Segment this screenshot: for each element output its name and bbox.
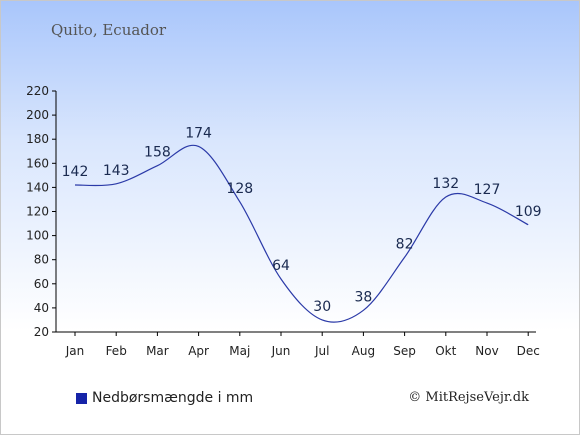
x-tick-label: Dec <box>517 344 540 358</box>
x-tick-label: Sep <box>393 344 416 358</box>
y-tick-label: 220 <box>26 84 49 98</box>
data-label: 109 <box>515 204 542 220</box>
data-labels: 142 143 158 174 128 64 30 38 82 132 127 109 <box>62 125 542 315</box>
y-tick-label: 60 <box>34 277 49 291</box>
x-tick-label: Jan <box>65 344 85 358</box>
x-tick-label: Nov <box>475 344 498 358</box>
legend: Nedbørsmængde i mm <box>76 390 253 406</box>
x-tick-label: Apr <box>188 344 209 358</box>
y-tick-label: 200 <box>26 108 49 122</box>
x-tick-label: Jun <box>271 344 291 358</box>
y-tick-label: 80 <box>34 253 49 267</box>
x-axis-ticks: Jan Feb Mar Apr Maj Jun Jul Aug Sep Okt Nov Dec <box>65 332 540 358</box>
legend-swatch <box>76 392 87 404</box>
data-label: 158 <box>144 145 171 161</box>
series <box>74 144 529 323</box>
legend-label: Nedbørsmængde i mm <box>92 390 254 406</box>
x-tick-label: Maj <box>229 344 250 358</box>
y-tick-label: 140 <box>26 180 49 194</box>
y-tick-label: 100 <box>26 229 49 243</box>
x-tick-label: Mar <box>146 344 169 358</box>
data-label: 128 <box>226 181 253 197</box>
y-tick-label: 160 <box>26 156 49 170</box>
copyright-text: © MitRejseVejr.dk <box>408 390 529 405</box>
data-label: 64 <box>272 258 290 274</box>
y-tick-label: 40 <box>34 301 49 315</box>
data-label: 30 <box>313 299 331 315</box>
chart-title: Quito, Ecuador <box>51 21 167 39</box>
data-label: 82 <box>396 236 414 252</box>
series-line <box>74 144 529 323</box>
y-tick-label: 20 <box>34 325 49 339</box>
x-tick-label: Okt <box>435 344 456 358</box>
data-label: 143 <box>103 163 130 179</box>
data-label: 132 <box>432 176 459 192</box>
y-tick-label: 120 <box>26 205 49 219</box>
x-tick-label: Jul <box>314 344 329 358</box>
x-tick-label: Aug <box>352 344 375 358</box>
data-label: 142 <box>62 164 89 180</box>
data-label: 174 <box>185 125 212 141</box>
y-axis-ticks: 20 40 60 80 100 120 140 160 180 200 220 <box>26 84 56 339</box>
data-label: 127 <box>474 182 501 198</box>
x-tick-label: Feb <box>106 344 127 358</box>
y-tick-label: 180 <box>26 132 49 146</box>
axes <box>55 91 536 333</box>
data-label: 38 <box>354 289 372 305</box>
